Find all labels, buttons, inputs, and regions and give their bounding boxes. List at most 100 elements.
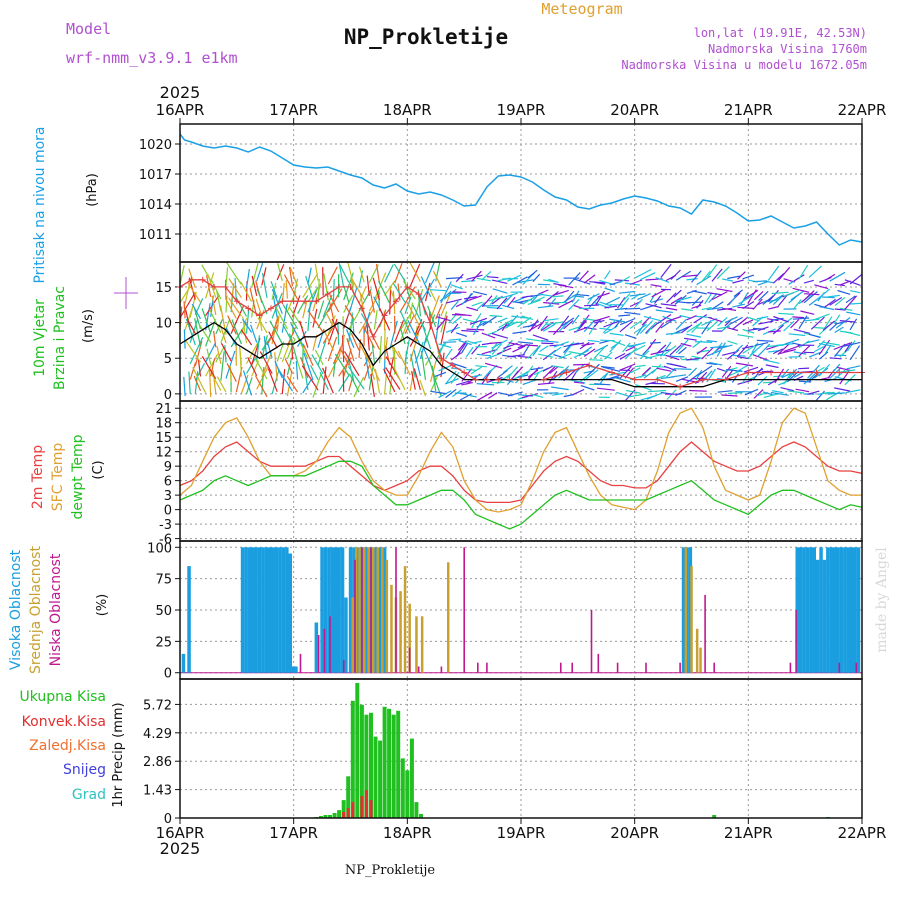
wind-arrow [803, 291, 818, 304]
wind-arrow [708, 292, 718, 304]
wind-arrow [476, 353, 492, 357]
wind-arrow [614, 318, 623, 329]
wind-arrow [790, 319, 800, 329]
wind-arrow [359, 293, 365, 314]
wind-arrow [768, 330, 781, 333]
wind-arrow [722, 278, 734, 282]
wind-arrow [829, 296, 843, 306]
y-tick-label: 21 [155, 402, 172, 417]
wind-arrow [641, 366, 652, 376]
wind-arrow [810, 316, 825, 330]
wind-arrow [695, 369, 703, 381]
y-tick-label: 0 [164, 388, 172, 403]
wind-arrow [481, 295, 493, 308]
wind-arrow [384, 264, 394, 283]
wind-arrow [803, 279, 814, 284]
cloud-high-bar [382, 547, 387, 673]
wind-arrow [256, 263, 264, 282]
cloud-mid-bar [376, 547, 379, 673]
wind-arrow [643, 368, 657, 379]
wind-arrow [489, 314, 503, 318]
wind-arrow [845, 389, 861, 394]
wind-arrow [392, 290, 396, 315]
wind-arrow [448, 314, 457, 324]
wind-arrow [815, 390, 825, 401]
wind-arrow [701, 347, 714, 360]
model-elevation-label: Nadmorska Visina u modelu 1672.05m [621, 58, 867, 72]
precip-conv-bar [360, 796, 364, 818]
wind-arrow [732, 303, 746, 308]
wind-arrow [780, 387, 794, 392]
wind-gust-line [179, 279, 862, 388]
wind-arrow [757, 375, 768, 386]
wind-arrow [784, 338, 800, 345]
wind-arrow [655, 353, 673, 357]
wind-arrow [686, 289, 697, 294]
wind-arrow [312, 283, 322, 312]
wind-arrow [307, 288, 318, 303]
wind-arrow [288, 266, 294, 287]
wind-arrow [191, 303, 202, 320]
wind-arrow [701, 306, 712, 311]
cloud-high-bar [829, 547, 834, 673]
gust-marker [370, 333, 377, 340]
cloud-low-bar [704, 594, 706, 673]
wind-arrow [740, 292, 749, 306]
wind-arrow [594, 383, 611, 386]
wind-arrow [597, 292, 610, 298]
wind-arrow [456, 332, 468, 337]
precip-legend-hail: Grad [72, 787, 106, 803]
wind-arrow [604, 305, 618, 309]
wind-arrow [466, 328, 485, 331]
x-tick-label-bottom: 20APR [610, 824, 659, 842]
wind-arrow [373, 272, 387, 301]
wind-arrow [618, 314, 631, 317]
y-tick-label: 9 [164, 460, 172, 475]
wind-arrow [737, 271, 746, 280]
wind-arrow [803, 372, 817, 385]
cloud-high-bar [340, 547, 345, 673]
wind-arrow [512, 330, 527, 334]
wind-arrow [629, 367, 641, 374]
wind-arrow [547, 346, 562, 357]
wind-arrow [622, 342, 631, 353]
wind-arrow [822, 320, 836, 331]
wind-arrow [770, 317, 784, 321]
wind-arrow [466, 295, 483, 302]
gust-marker [836, 369, 843, 376]
cloud-high-bar [181, 653, 186, 673]
y-tick-label: 1.43 [143, 784, 172, 799]
wind-arrow [801, 290, 815, 303]
wind-arrow [220, 351, 225, 381]
y-tick-label: 6 [164, 475, 172, 490]
wind-arrow [696, 299, 704, 309]
wind-arrow [793, 317, 810, 320]
wind-arrow [742, 328, 755, 334]
wind-arrow [778, 317, 793, 328]
wind-arrow [343, 295, 354, 313]
wind-arrow [302, 300, 308, 319]
wind-arrow [788, 333, 806, 337]
gust-marker [336, 283, 343, 290]
cloud-side-label-1: Visoka Oblacnost [8, 549, 24, 670]
wind-arrow [752, 298, 763, 310]
wind-arrow [250, 324, 258, 343]
cloud-high-bar [278, 547, 282, 673]
wind-side-label-2: Brzina i Pravac [52, 286, 68, 390]
credit-watermark: made by Angel [874, 547, 890, 653]
gust-marker [745, 369, 752, 376]
precip-total-bar [391, 714, 396, 818]
cloud-mid-bar [390, 584, 393, 673]
wind-arrow [366, 275, 370, 296]
wind-arrow [549, 365, 559, 374]
wind-arrow [409, 262, 421, 282]
wind-arrow [440, 292, 452, 317]
wind-arrow [710, 345, 728, 349]
wind-arrow [256, 366, 269, 390]
cloud-low-bar [590, 610, 593, 673]
wind-arrow [673, 368, 692, 370]
wind-arrow [209, 309, 222, 333]
wind-arrow [583, 320, 595, 333]
x-tick-label-top: 19APR [497, 101, 546, 119]
wind-arrow [225, 261, 242, 285]
